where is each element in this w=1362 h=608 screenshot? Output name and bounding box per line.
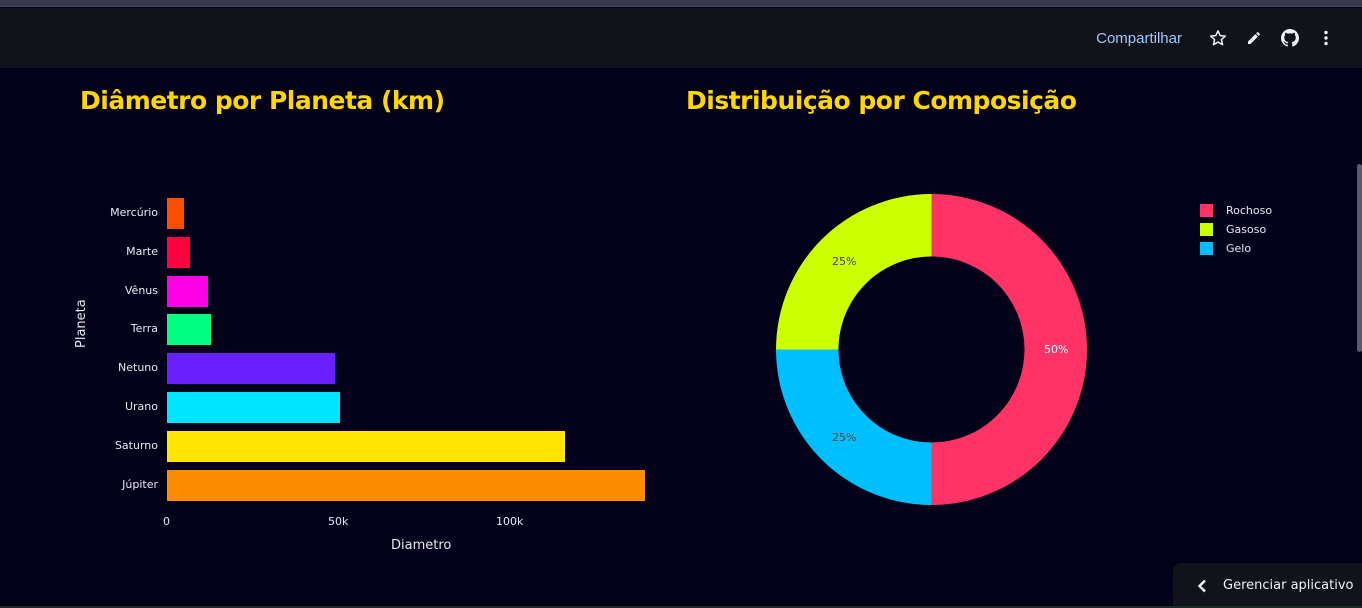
legend-item-rochoso[interactable]: Rochoso: [1200, 201, 1272, 220]
y-tick-label: Marte: [126, 244, 158, 258]
pencil-icon[interactable]: [1236, 20, 1272, 56]
legend-label: Gasoso: [1226, 223, 1267, 236]
bar-terra[interactable]: [167, 314, 211, 346]
bar-júpiter[interactable]: [167, 469, 645, 501]
bar-marte[interactable]: [167, 236, 190, 268]
y-tick-label: Júpiter: [122, 477, 158, 491]
bar-urano[interactable]: [167, 392, 340, 423]
x-tick: 50k: [328, 515, 349, 528]
y-tick-label: Urano: [124, 400, 158, 413]
scrollbar-thumb[interactable]: [1357, 164, 1362, 352]
legend-swatch: [1200, 204, 1213, 217]
y-axis-title: Planeta: [74, 299, 89, 348]
x-tick: 0: [163, 515, 170, 528]
x-tick: 100k: [496, 515, 524, 528]
manage-app-button[interactable]: Gerenciar aplicativo: [1173, 563, 1362, 608]
legend-swatch: [1200, 242, 1213, 255]
legend-item-gasoso[interactable]: Gasoso: [1200, 220, 1272, 239]
chevron-left-icon: [1197, 579, 1206, 592]
y-tick-label: Saturno: [114, 438, 158, 452]
main-content: Diâmetro por Planeta (km) Planeta Mercúr…: [0, 68, 1362, 608]
more-vertical-icon[interactable]: [1308, 20, 1344, 56]
slice-gasoso[interactable]: [776, 194, 932, 350]
header-actions: Compartilhar: [1096, 8, 1344, 68]
donut-chart[interactable]: [776, 194, 1087, 505]
legend-item-gelo[interactable]: Gelo: [1200, 239, 1272, 258]
legend-label: Rochoso: [1226, 204, 1273, 217]
pie-legend: Rochoso Gasoso Gelo: [1200, 201, 1272, 258]
slice-label-rochoso: 50%: [1044, 343, 1069, 356]
bar-mercúrio[interactable]: [167, 198, 184, 229]
manage-app-label: Gerenciar aplicativo: [1223, 578, 1354, 593]
bar-chart-title: Diâmetro por Planeta (km): [80, 86, 445, 115]
y-tick-label: Terra: [130, 322, 158, 336]
pie-chart-title: Distribuição por Composição: [686, 86, 1077, 115]
y-tick-label: Vênus: [124, 283, 158, 297]
bar-netuno[interactable]: [167, 353, 335, 385]
legend-swatch: [1200, 223, 1213, 236]
bar-vênus[interactable]: [167, 275, 208, 307]
slice-label-gasoso: 25%: [832, 255, 857, 268]
browser-top-strip: [0, 0, 1362, 7]
x-axis-title: Diametro: [391, 538, 452, 553]
y-tick-label: Mercúrio: [110, 206, 158, 219]
share-button[interactable]: Compartilhar: [1096, 29, 1182, 47]
slice-label-gelo: 25%: [832, 431, 857, 444]
bottom-border: [0, 606, 1362, 608]
legend-label: Gelo: [1226, 242, 1252, 255]
slice-gelo[interactable]: [776, 349, 932, 506]
slice-rochoso[interactable]: [931, 194, 1088, 505]
github-icon[interactable]: [1272, 20, 1308, 56]
y-tick-label: Netuno: [118, 361, 158, 375]
app-header: Compartilhar: [0, 8, 1362, 68]
bar-saturno[interactable]: [167, 430, 565, 462]
star-icon[interactable]: [1200, 20, 1236, 56]
